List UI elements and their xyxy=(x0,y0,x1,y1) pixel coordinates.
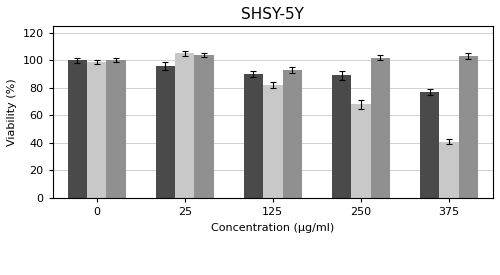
Bar xyxy=(194,55,214,198)
Bar xyxy=(87,62,106,198)
Bar xyxy=(351,104,370,198)
Bar xyxy=(458,56,478,198)
Bar xyxy=(420,92,440,198)
Bar xyxy=(106,60,126,198)
Bar xyxy=(156,66,175,198)
Bar xyxy=(263,85,282,198)
Y-axis label: Viability (%): Viability (%) xyxy=(7,78,17,146)
Bar xyxy=(332,75,351,198)
Bar xyxy=(370,57,390,198)
Bar xyxy=(175,53,195,198)
Bar xyxy=(244,74,263,198)
Bar xyxy=(68,60,87,198)
Bar xyxy=(282,70,302,198)
Title: SHSY-5Y: SHSY-5Y xyxy=(242,7,304,22)
X-axis label: Concentration (μg/ml): Concentration (μg/ml) xyxy=(211,222,334,233)
Bar xyxy=(440,142,458,198)
